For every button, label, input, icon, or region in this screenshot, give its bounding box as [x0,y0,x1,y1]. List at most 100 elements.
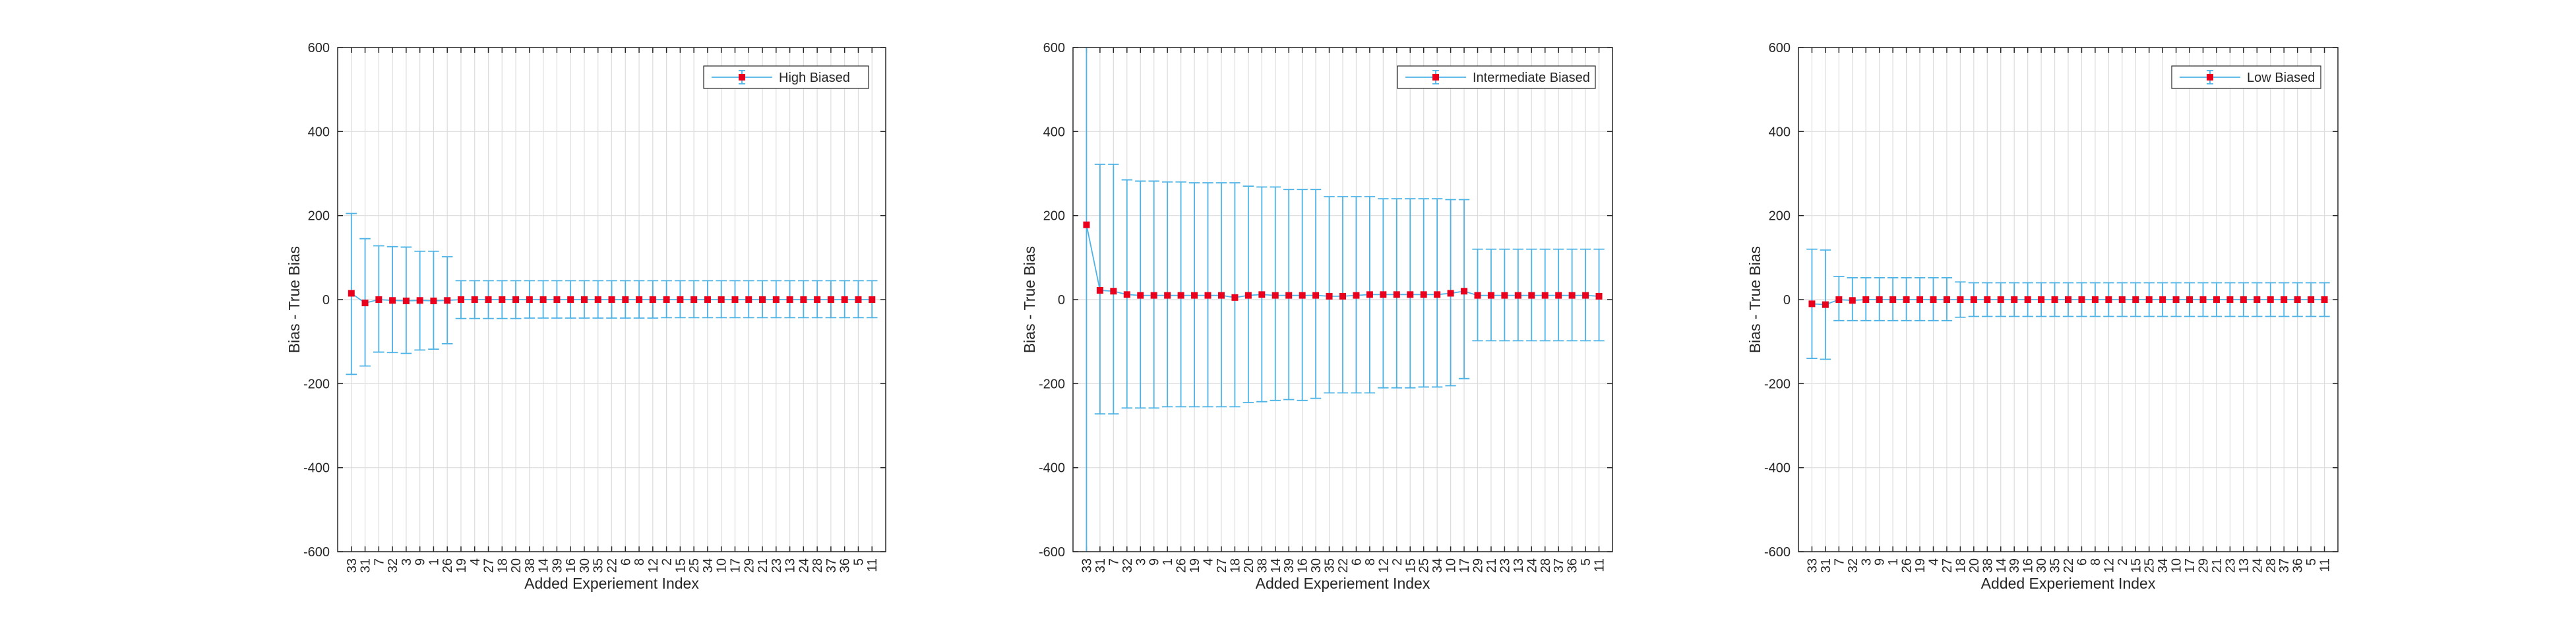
data-point [1528,292,1535,299]
x-tick-label: 7 [1832,558,1847,566]
x-tick-label: 14 [1994,558,2009,573]
data-point [827,296,834,303]
y-tick-label: -200 [1764,377,1791,391]
x-tick-label: 15 [2129,558,2143,573]
data-point [622,296,629,303]
data-point [2105,296,2112,303]
y-tick-label: 0 [1058,293,1065,308]
data-point [2226,296,2234,303]
data-point [1822,301,1829,308]
data-point [2078,296,2085,303]
y-tick-label: -400 [303,461,330,476]
data-point [663,296,670,303]
x-tick-label: 28 [811,558,825,573]
data-point [2172,296,2180,303]
data-point [1258,291,1266,298]
data-point [2024,296,2031,303]
data-point [855,296,862,303]
x-axis-label: Added Experiement Index [1256,575,1430,592]
x-tick-label: 23 [770,558,784,573]
x-tick-label: 33 [1080,558,1094,573]
x-tick-label: 19 [1913,558,1928,573]
data-point [2213,296,2220,303]
x-tick-label: 3 [1859,558,1874,566]
data-point [2051,296,2058,303]
x-tick-label: 19 [454,558,469,573]
y-tick-label: -400 [1764,461,1791,476]
data-point [512,296,520,303]
data-point [2132,296,2139,303]
x-tick-label: 29 [1471,558,1486,573]
x-tick-label: 21 [2210,558,2224,573]
data-point [1849,297,1856,304]
x-tick-label: 11 [865,558,880,572]
x-tick-label: 29 [742,558,756,573]
x-tick-label: 5 [2304,558,2319,566]
data-point [2011,296,2018,303]
x-tick-label: 23 [2223,558,2238,573]
data-point [2186,296,2193,303]
data-point [759,296,766,303]
x-tick-label: 18 [1228,558,1242,573]
x-tick-label: 1 [1886,558,1901,566]
data-point [1541,292,1549,299]
data-point [1110,288,1117,295]
y-axis-label: Bias - True Bias [1021,246,1038,353]
data-point [1272,292,1279,299]
x-tick-label: 21 [756,558,770,573]
x-tick-label: 19 [1188,558,1202,573]
data-point [1943,296,1950,303]
x-tick-label: 26 [441,558,455,573]
x-tick-label: 27 [1215,558,1229,573]
x-tick-label: 13 [1512,558,1526,573]
x-tick-label: 22 [1336,558,1351,573]
data-point [1447,290,1454,297]
x-tick-label: 8 [2089,558,2103,566]
x-tick-label: 8 [632,558,647,566]
data-point [1930,296,1937,303]
x-tick-label: 36 [2291,558,2306,573]
x-tick-label: 17 [2183,558,2197,573]
data-point [1326,292,1333,300]
data-point [1299,292,1306,299]
data-point [1366,291,1373,298]
x-tick-label: 26 [1175,558,1189,573]
data-point [814,296,821,303]
data-point [1997,296,2004,303]
data-point [1407,291,1414,298]
x-tick-label: 36 [1566,558,1580,573]
data-point [539,296,547,303]
data-point [1514,292,1521,299]
data-point [608,296,615,303]
x-tick-label: 20 [1967,558,1982,573]
data-point [1555,292,1562,299]
data-point [526,296,533,303]
x-tick-label: 16 [564,558,578,573]
y-tick-label: -600 [303,545,330,560]
data-point [690,296,698,303]
x-tick-label: 7 [1107,558,1121,566]
x-tick-label: 10 [1444,558,1459,573]
x-tick-label: 31 [359,558,373,573]
legend-label: Intermediate Biased [1473,71,1590,85]
x-tick-label: 37 [1552,558,1566,573]
x-tick-label: 26 [1900,558,1915,573]
x-tick-label: 15 [673,558,688,573]
data-point [361,300,369,307]
data-point [416,297,423,304]
data-point [1204,292,1211,299]
data-point [718,296,725,303]
x-tick-label: 29 [2197,558,2211,573]
x-tick-label: 12 [646,558,661,573]
data-point [1862,296,1870,303]
data-point [1876,296,1883,303]
x-tick-label: 37 [824,558,839,573]
data-point [444,297,451,304]
x-tick-label: 6 [2075,558,2089,566]
x-tick-label: 10 [715,558,729,573]
x-tick-label: 27 [1940,558,1955,573]
data-point [471,296,478,303]
x-tick-label: 34 [1430,558,1445,573]
axes-frame [1072,47,1613,552]
